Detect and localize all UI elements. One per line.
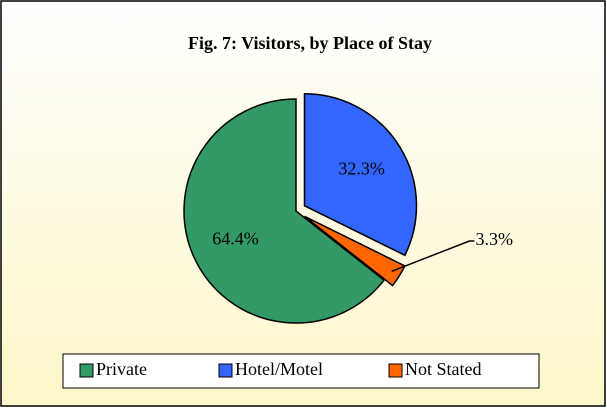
legend-label: Not Stated <box>405 359 482 379</box>
legend-box <box>62 353 540 389</box>
legend-swatch <box>79 363 94 378</box>
data-label: 32.3% <box>338 158 385 178</box>
pie-slice <box>183 98 386 324</box>
legend-swatch <box>388 363 403 378</box>
pie-slice <box>303 92 418 257</box>
legend-label: Hotel/Motel <box>235 359 323 379</box>
leader-line <box>391 240 475 272</box>
legend-swatch <box>218 363 233 378</box>
data-label: 3.3% <box>475 229 513 249</box>
data-label: 64.4% <box>212 228 259 248</box>
legend-label: Private <box>96 359 147 379</box>
chart-title: Fig. 7: Visitors, by Place of Stay <box>188 33 432 53</box>
